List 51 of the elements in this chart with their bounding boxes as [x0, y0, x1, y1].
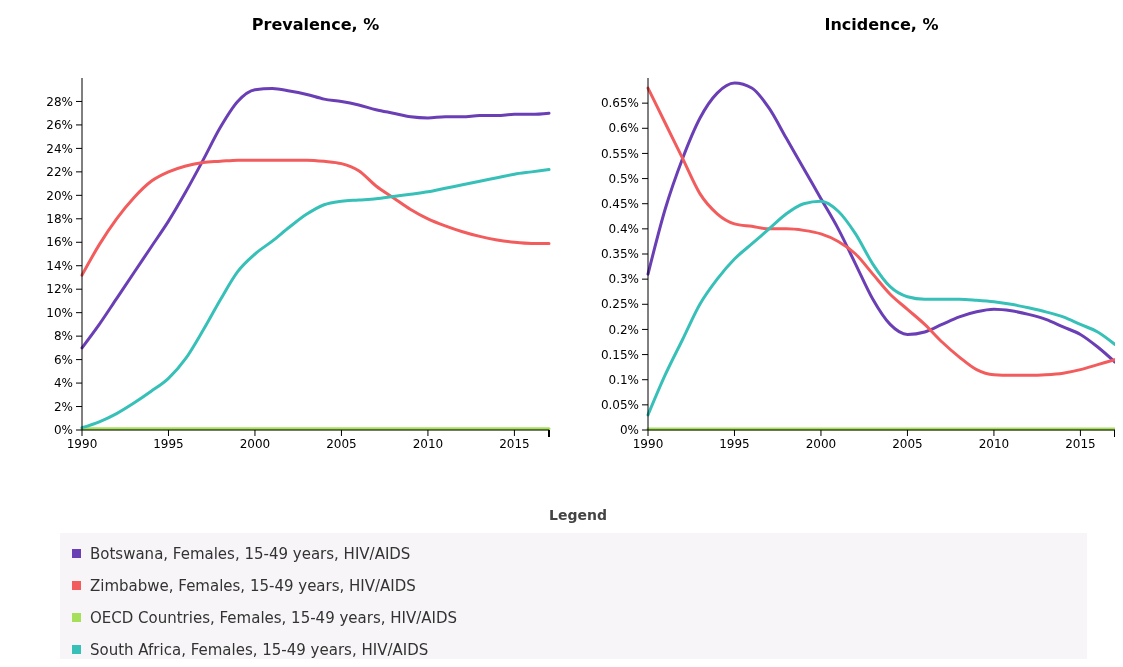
- x-tick-label: 1995: [719, 437, 750, 451]
- y-tick-label: 8%: [53, 329, 73, 344]
- x-tick-label: 1990: [66, 437, 98, 451]
- legend-title: Legend: [549, 507, 607, 523]
- y-tick-label: 14%: [46, 258, 73, 273]
- y-tick-label: 18%: [46, 212, 73, 226]
- y-tick-label: 0.4%: [608, 222, 639, 237]
- x-tick-label: 2015: [499, 437, 530, 451]
- y-tick-label: 0.1%: [608, 372, 639, 387]
- legend-label: Botswana, Females, 15-49 years, HIV/AIDS: [90, 545, 411, 564]
- x-tick-label: 2010: [978, 437, 1010, 451]
- y-tick-label: 6%: [53, 352, 73, 367]
- chart-title: Prevalence, %: [251, 15, 380, 34]
- y-tick-label: 0.5%: [608, 171, 639, 186]
- x-tick-label: 2000: [805, 437, 837, 451]
- x-tick-label: 2005: [892, 437, 923, 451]
- legend-label: Zimbabwe, Females, 15-49 years, HIV/AIDS: [90, 577, 416, 596]
- y-tick-label: 0.45%: [600, 196, 639, 211]
- y-tick-label: 12%: [46, 282, 73, 297]
- y-tick-label: 0.65%: [600, 96, 639, 111]
- y-tick-label: 0%: [53, 423, 73, 438]
- line-series: [80, 158, 551, 277]
- y-tick-label: 26%: [46, 118, 73, 133]
- x-tick-label: 2015: [1065, 437, 1096, 451]
- x-tick-label: 2005: [326, 437, 357, 451]
- legend-label: OECD Countries, Females, 15-49 years, HIV/AIDS: [90, 609, 458, 628]
- legend-label: South Africa, Females, 15-49 years, HIV/AIDS: [90, 641, 429, 660]
- chart-title: Incidence, %: [824, 15, 939, 34]
- y-tick-label: 0.05%: [600, 398, 639, 413]
- y-tick-label: 28%: [46, 94, 73, 109]
- x-tick-label: 2010: [412, 437, 444, 451]
- y-tick-label: 0.15%: [600, 347, 639, 362]
- y-tick-label: 0%: [619, 423, 639, 438]
- y-tick-label: 2%: [53, 399, 73, 414]
- x-tick-label: 1995: [153, 437, 184, 451]
- y-tick-label: 10%: [46, 305, 73, 320]
- y-tick-label: 20%: [46, 188, 73, 203]
- y-tick-label: 0.35%: [600, 247, 639, 262]
- y-tick-label: 4%: [53, 376, 73, 391]
- y-tick-label: 0.2%: [608, 322, 639, 337]
- y-tick-label: 0.3%: [608, 272, 639, 287]
- y-tick-label: 16%: [46, 235, 73, 250]
- y-tick-label: 22%: [46, 165, 73, 180]
- line-series: [80, 87, 551, 350]
- line-series: [646, 199, 1115, 417]
- x-tick-label: 2000: [239, 437, 271, 451]
- y-tick-label: 24%: [46, 141, 73, 156]
- y-tick-label: 0.55%: [600, 146, 639, 161]
- y-tick-label: 0.6%: [608, 121, 639, 136]
- x-tick-label: 1990: [632, 437, 664, 451]
- y-tick-label: 0.25%: [600, 297, 639, 312]
